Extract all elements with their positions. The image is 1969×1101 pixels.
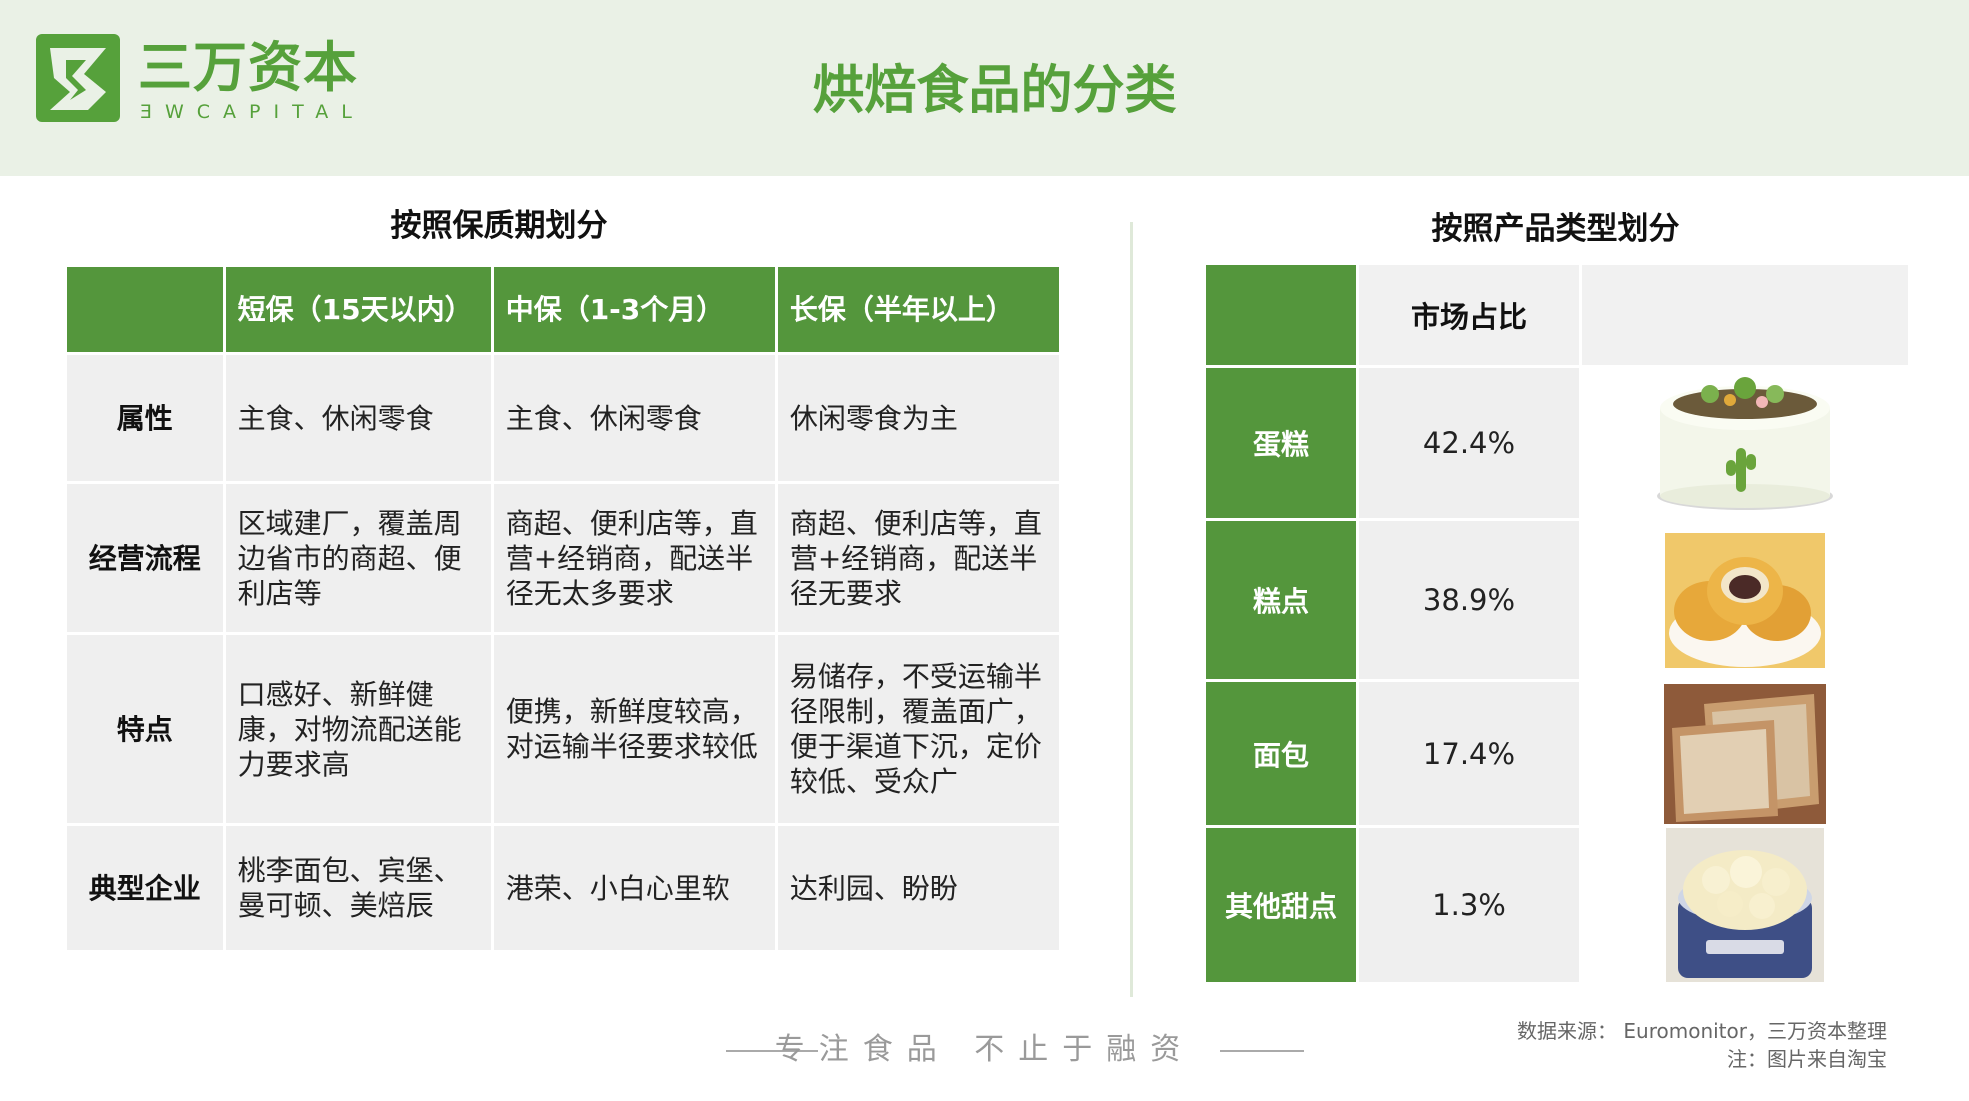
row-label: 面包: [1206, 682, 1356, 825]
brand-name-en: ƎWCAPITAL: [140, 101, 365, 123]
right-section-title: 按照产品类型划分: [1431, 211, 1680, 247]
table-row: 其他甜点 1.3%: [1206, 828, 1908, 982]
table-header-cell: 中保（1-3个月）: [493, 267, 775, 352]
table-header-row: 市场占比: [1206, 265, 1908, 365]
brand-name: 三万资本: [138, 36, 358, 99]
table-cell: 港荣、小白心里软: [493, 826, 775, 950]
footer-rule-left: [726, 1050, 818, 1052]
page-title: 烘焙食品的分类: [812, 61, 1177, 121]
table-header-cell: 短保（15天以内）: [225, 267, 491, 352]
table-row: 典型企业 桃李面包、宾堡、曼可顿、美焙辰 港荣、小白心里软 达利园、盼盼: [67, 826, 1059, 950]
brand-logo: 三万资本 ƎWCAPITAL: [36, 34, 376, 124]
row-label: 特点: [67, 635, 223, 823]
table-cell: 区域建厂，覆盖周边省市的商超、便利店等: [225, 484, 491, 632]
product-type-table: 市场占比 蛋糕 42.4% 糕点 38.9%: [1203, 262, 1911, 985]
header-band: 三万资本 ƎWCAPITAL 烘焙食品的分类: [0, 0, 1969, 176]
row-label: 典型企业: [67, 826, 223, 950]
table-cell: 主食、休闲零食: [493, 355, 775, 481]
table-cell: 桃李面包、宾堡、曼可顿、美焙辰: [225, 826, 491, 950]
table-cell: 达利园、盼盼: [777, 826, 1059, 950]
row-label: 属性: [67, 355, 223, 481]
table-row: 特点 口感好、新鲜健康，对物流配送能力要求高 便携，新鲜度较高，对运输半径要求较…: [67, 635, 1059, 823]
table-row: 面包 17.4%: [1206, 682, 1908, 825]
table-cell: 主食、休闲零食: [225, 355, 491, 481]
table-row: 经营流程 区域建厂，覆盖周边省市的商超、便利店等 商超、便利店等，直营+经销商，…: [67, 484, 1059, 632]
table-row: 糕点 38.9%: [1206, 521, 1908, 679]
share-value: 42.4%: [1359, 368, 1579, 518]
pastry-image: [1582, 521, 1908, 679]
table-header-cell: 市场占比: [1359, 265, 1579, 365]
section-divider: [1130, 222, 1133, 997]
left-section-title: 按照保质期划分: [390, 208, 608, 244]
footer-slogan: 专注食品 不止于融资: [774, 1032, 1195, 1067]
cream-dessert-image: [1582, 828, 1908, 982]
table-cell: 商超、便利店等，直营+经销商，配送半径无太多要求: [493, 484, 775, 632]
row-label: 其他甜点: [1206, 828, 1356, 982]
share-value: 38.9%: [1359, 521, 1579, 679]
table-header-cell: [67, 267, 223, 352]
footer-rule-right: [1220, 1050, 1304, 1052]
source-line: 数据来源： Euromonitor，三万资本整理: [1517, 1019, 1887, 1043]
table-header-row: 短保（15天以内） 中保（1-3个月） 长保（半年以上）: [67, 267, 1059, 352]
table-row: 属性 主食、休闲零食 主食、休闲零食 休闲零食为主: [67, 355, 1059, 481]
source-note: 数据来源： Euromonitor，三万资本整理 注：图片来自淘宝: [1517, 1017, 1887, 1073]
table-header-cell: [1206, 265, 1356, 365]
table-cell: 易储存，不受运输半径限制，覆盖面广，便于渠道下沉，定价较低、受众广: [777, 635, 1059, 823]
share-value: 1.3%: [1359, 828, 1579, 982]
bread-image: [1582, 682, 1908, 825]
table-row: 蛋糕 42.4%: [1206, 368, 1908, 518]
image-source-line: 注：图片来自淘宝: [1727, 1047, 1887, 1071]
share-value: 17.4%: [1359, 682, 1579, 825]
table-cell: 便携，新鲜度较高，对运输半径要求较低: [493, 635, 775, 823]
table-cell: 休闲零食为主: [777, 355, 1059, 481]
row-label: 经营流程: [67, 484, 223, 632]
table-cell: 商超、便利店等，直营+经销商，配送半径无要求: [777, 484, 1059, 632]
logo-mark-icon: [36, 34, 120, 122]
table-cell: 口感好、新鲜健康，对物流配送能力要求高: [225, 635, 491, 823]
cake-image: [1582, 368, 1908, 518]
table-header-cell: 长保（半年以上）: [777, 267, 1059, 352]
row-label: 糕点: [1206, 521, 1356, 679]
table-header-cell: [1582, 265, 1908, 365]
shelf-life-table: 短保（15天以内） 中保（1-3个月） 长保（半年以上） 属性 主食、休闲零食 …: [64, 264, 1062, 953]
row-label: 蛋糕: [1206, 368, 1356, 518]
